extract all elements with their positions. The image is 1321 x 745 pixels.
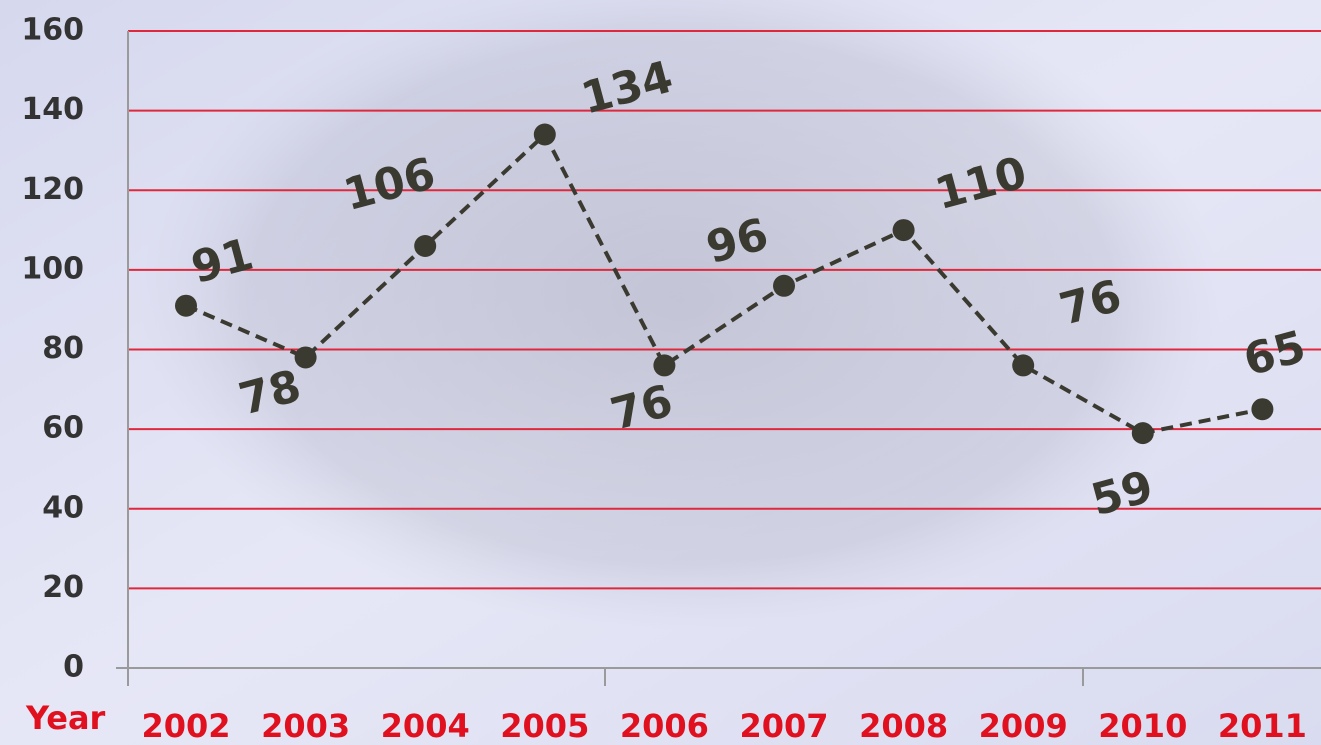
data-point	[414, 234, 437, 257]
data-point	[533, 123, 556, 146]
x-tick-label: 2002	[141, 707, 230, 745]
x-tick-label: 2009	[979, 707, 1068, 745]
y-tick-label: 60	[42, 411, 84, 446]
data-point	[653, 354, 676, 377]
y-tick-label: 160	[21, 13, 84, 48]
y-tick-label: 40	[42, 490, 84, 525]
data-point	[294, 346, 317, 369]
x-tick-label: 2003	[261, 707, 350, 745]
data-point	[892, 219, 915, 242]
y-tick-label: 120	[21, 172, 84, 207]
x-axis-label: Year	[25, 699, 106, 737]
y-tick-label: 100	[21, 251, 84, 286]
data-point	[1131, 422, 1154, 445]
x-tick-label: 2007	[739, 707, 828, 745]
y-tick-label: 80	[42, 331, 84, 366]
data-line	[185, 131, 1263, 436]
y-tick-label: 0	[63, 650, 84, 685]
x-tick-label: 2011	[1218, 707, 1307, 745]
y-tick-label: 20	[42, 570, 84, 605]
x-tick-label: 2008	[859, 707, 948, 745]
data-point	[773, 274, 795, 297]
x-tick-label: 2004	[381, 707, 470, 745]
x-tick-label: 2006	[620, 707, 709, 745]
data-point	[175, 294, 197, 317]
x-tick-label: 2010	[1098, 707, 1187, 745]
y-tick-label: 140	[21, 92, 84, 127]
data-point	[1012, 354, 1035, 377]
fingerprint-backdrop	[140, 0, 1220, 630]
x-tick-label: 2005	[500, 707, 589, 745]
data-point	[1251, 398, 1274, 421]
